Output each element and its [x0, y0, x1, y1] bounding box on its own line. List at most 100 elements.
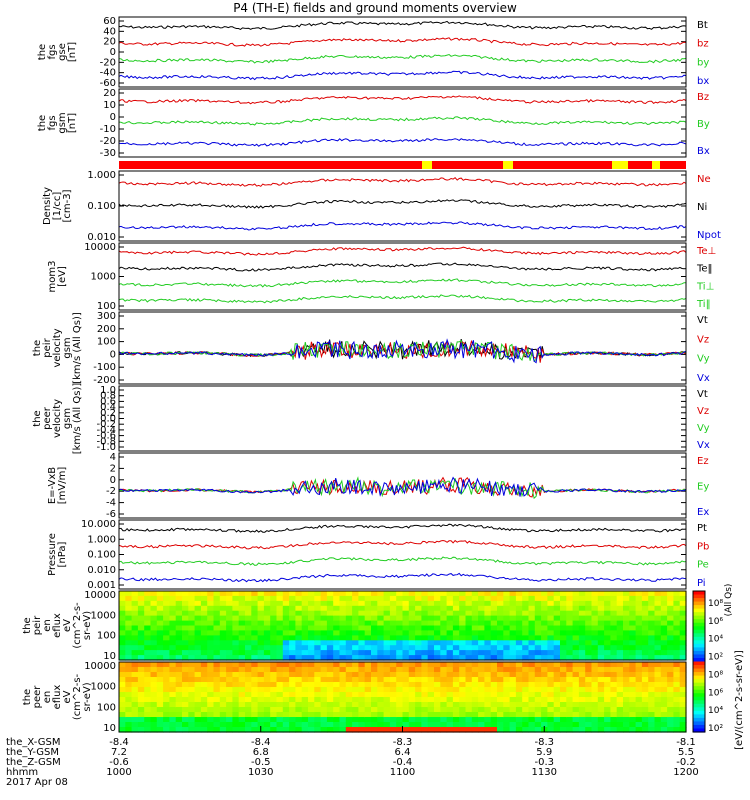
- heatmap-cell: [497, 595, 504, 602]
- heatmap-cell: [610, 672, 618, 678]
- heatmap-cell: [194, 722, 202, 728]
- heatmap-cell: [478, 667, 485, 673]
- heatmap-cell: [219, 697, 227, 703]
- heatmap-cell: [604, 672, 611, 678]
- heatmap-cell: [478, 682, 485, 688]
- heatmap-cell: [282, 697, 290, 703]
- heatmap-cell: [452, 677, 460, 683]
- heatmap-cell: [553, 610, 561, 617]
- heatmap-cell: [364, 687, 372, 693]
- heatmap-cell: [301, 635, 309, 641]
- heatmap-cell: [396, 625, 404, 631]
- heatmap-cell: [276, 697, 284, 703]
- heatmap-cell: [446, 727, 454, 733]
- heatmap-cell: [503, 727, 511, 733]
- heatmap-cell: [528, 620, 536, 627]
- heatmap-cell: [623, 600, 630, 607]
- heatmap-cell: [295, 650, 303, 656]
- heatmap-cell: [629, 707, 637, 713]
- heatmap-cell: [547, 702, 555, 708]
- heatmap-cell: [641, 702, 649, 708]
- heatmap-cell: [402, 692, 410, 698]
- heatmap-cell: [289, 605, 296, 612]
- heatmap-cell: [144, 727, 152, 733]
- heatmap-cell: [371, 707, 378, 713]
- heatmap-cell: [459, 635, 467, 641]
- heatmap-cell: [320, 605, 328, 612]
- heatmap-cell: [137, 605, 145, 612]
- heatmap-cell: [490, 727, 498, 733]
- heatmap-cell: [509, 677, 517, 683]
- heatmap-cell: [326, 702, 334, 708]
- heatmap-cell: [219, 605, 227, 612]
- heatmap-cell: [515, 635, 523, 641]
- colorbar-segment: [693, 707, 705, 712]
- heatmap-cell: [119, 722, 126, 728]
- heatmap-cell: [364, 697, 372, 703]
- heatmap-cell: [289, 650, 296, 656]
- heatmap-cell: [465, 672, 473, 678]
- heatmap-cell: [314, 620, 322, 627]
- heatmap-cell: [175, 687, 183, 693]
- heatmap-cell: [604, 640, 611, 646]
- y-axis-label: [nT]: [67, 113, 78, 133]
- heatmap-cell: [377, 620, 385, 627]
- heatmap-cell: [383, 697, 391, 703]
- series-line-bz: [118, 37, 687, 47]
- heatmap-cell: [673, 600, 681, 607]
- series-line-Bx: [118, 138, 687, 147]
- heatmap-cell: [238, 687, 246, 693]
- heatmap-cell: [541, 605, 548, 612]
- heatmap-cell: [471, 677, 479, 683]
- heatmap-cell: [484, 600, 492, 607]
- heatmap-cell: [182, 630, 189, 636]
- heatmap-cell: [245, 620, 252, 627]
- series-line-Ti‖: [118, 294, 687, 304]
- heatmap-cell: [408, 650, 416, 656]
- heatmap-cell: [251, 672, 259, 678]
- heatmap-cell: [150, 667, 158, 673]
- heatmap-cell: [219, 645, 227, 651]
- heatmap-cell: [276, 702, 284, 708]
- heatmap-cell: [345, 625, 353, 631]
- heatmap-cell: [560, 591, 567, 597]
- heatmap-cell: [578, 630, 586, 636]
- heatmap-cell: [371, 600, 378, 607]
- heatmap-cell: [654, 620, 662, 627]
- heatmap-cell: [660, 697, 668, 703]
- heatmap-cell: [553, 605, 561, 612]
- heatmap-cell: [541, 667, 548, 673]
- heatmap-cell: [459, 605, 467, 612]
- heatmap-cell: [434, 655, 441, 661]
- heatmap-cell: [654, 591, 662, 597]
- heatmap-cell: [415, 722, 422, 728]
- heatmap-cell: [654, 630, 662, 636]
- heatmap-cell: [396, 635, 404, 641]
- heatmap-cell: [641, 635, 649, 641]
- heatmap-cell: [654, 707, 662, 713]
- heatmap-cell: [604, 620, 611, 627]
- heatmap-cell: [333, 727, 341, 733]
- colorbar-segment: [693, 626, 705, 631]
- heatmap-cell: [276, 615, 284, 622]
- heatmap-cell: [648, 620, 656, 627]
- heatmap-cell: [572, 722, 580, 728]
- y-tick-label: 10000: [84, 242, 116, 253]
- heatmap-cell: [150, 605, 158, 612]
- heatmap-cell: [213, 600, 221, 607]
- heatmap-cell: [660, 620, 668, 627]
- heatmap-cell: [667, 640, 674, 646]
- heatmap-cell: [459, 655, 467, 661]
- heatmap-cell: [629, 620, 637, 627]
- heatmap-cell: [465, 692, 473, 698]
- heatmap-cell: [163, 727, 170, 733]
- heatmap-cell: [219, 600, 227, 607]
- heatmap-cell: [641, 712, 649, 718]
- heatmap-cell: [226, 630, 233, 636]
- heatmap-cell: [339, 667, 347, 673]
- heatmap-cell: [591, 687, 599, 693]
- heatmap-cell: [131, 600, 139, 607]
- heatmap-cell: [478, 677, 485, 683]
- heatmap-cell: [610, 677, 618, 683]
- heatmap-cell: [371, 677, 378, 683]
